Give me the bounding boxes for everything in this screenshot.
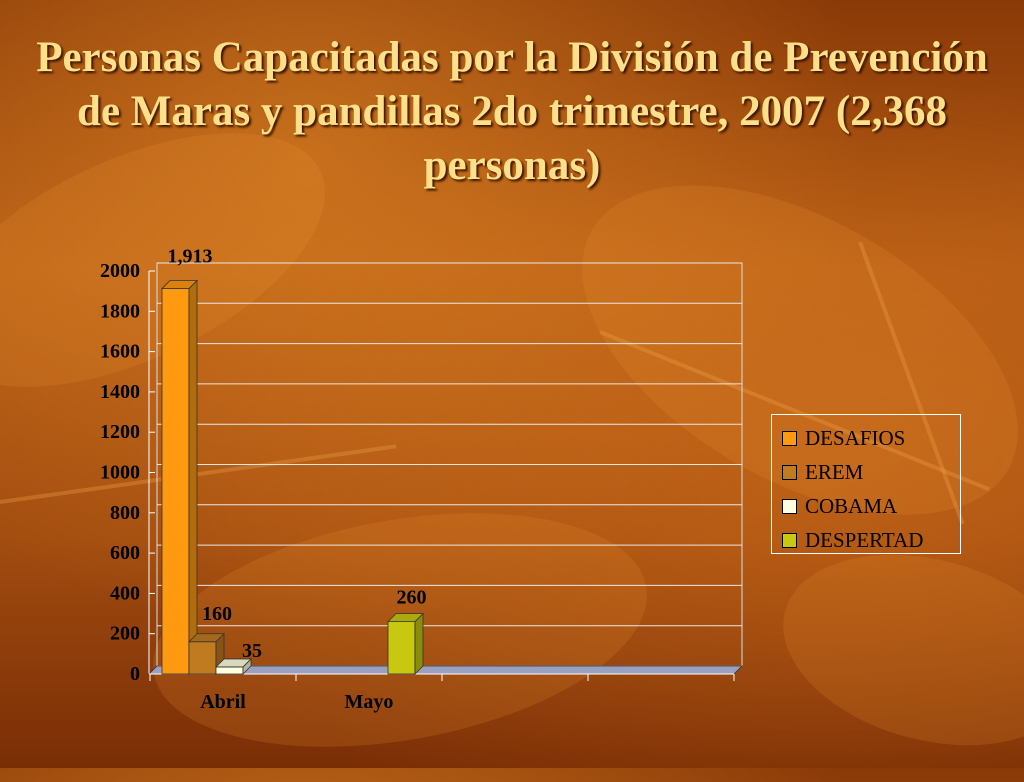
bar-front — [188, 641, 217, 675]
chart-legend: DESAFIOS EREM COBAMA DESPERTAD — [771, 414, 961, 554]
bar-top — [387, 613, 424, 623]
y-tick-label: 1600 — [100, 341, 140, 363]
legend-item-desafios: DESAFIOS — [782, 421, 960, 455]
y-tick-label: 600 — [110, 542, 140, 564]
y-tick-label: 800 — [110, 502, 140, 524]
bar-front — [215, 666, 244, 675]
bar-top — [188, 633, 225, 643]
legend-label: DESAFIOS — [805, 425, 906, 450]
bar-front — [161, 288, 190, 675]
x-tick-label: Abril — [200, 691, 246, 713]
legend-swatch — [782, 532, 797, 548]
bar-top — [215, 658, 252, 668]
y-tick-label: 0 — [130, 663, 140, 685]
bar-side — [414, 612, 424, 675]
data-label: 1,913 — [168, 246, 213, 268]
legend-item-erem: EREM — [782, 455, 960, 489]
bar-top — [161, 280, 198, 289]
y-tick-label: 1800 — [100, 300, 140, 322]
legend-swatch — [782, 498, 797, 514]
y-tick-label: 1000 — [100, 462, 140, 484]
bar-front — [387, 621, 416, 675]
bar-despertad-mayo — [387, 612, 424, 675]
slide-title: Personas Capacitadas por la División de … — [36, 33, 988, 189]
y-tick-label: 2000 — [100, 260, 140, 282]
x-tick-label: Mayo — [345, 691, 394, 713]
legend-label: DESPERTAD — [805, 527, 924, 552]
data-label: 260 — [397, 587, 427, 609]
legend-swatch — [782, 464, 797, 480]
y-tick-label: 1200 — [100, 421, 140, 443]
bar-desafios-abril — [161, 279, 198, 675]
bar-cobama-abril — [215, 657, 252, 675]
legend-label: COBAMA — [805, 493, 898, 518]
bar-side — [188, 279, 198, 675]
data-label: 35 — [242, 640, 262, 662]
legend-swatch — [782, 430, 797, 446]
data-label: 160 — [202, 603, 232, 625]
y-tick-label: 200 — [110, 623, 140, 645]
y-tick-label: 1400 — [100, 381, 140, 403]
legend-item-despertad: DESPERTAD — [782, 523, 960, 557]
legend-item-cobama: COBAMA — [782, 489, 960, 523]
y-tick-label: 400 — [110, 582, 140, 604]
legend-label: EREM — [805, 459, 864, 484]
